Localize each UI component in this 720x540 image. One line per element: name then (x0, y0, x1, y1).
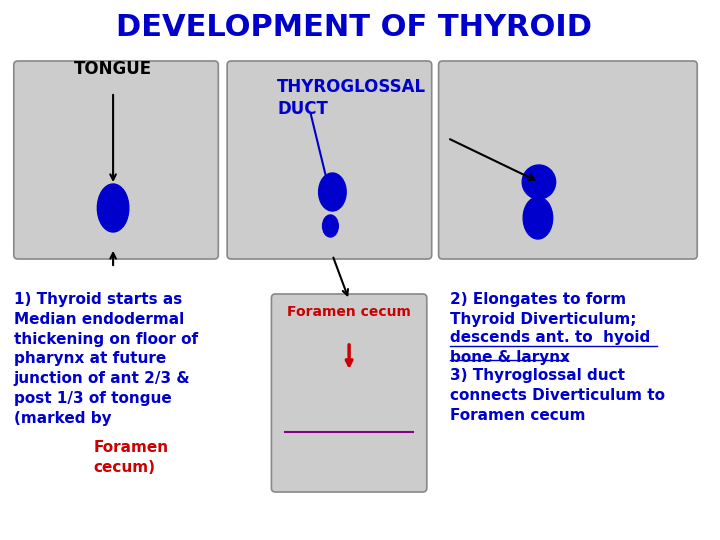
Text: 2) Elongates to form
Thyroid Diverticulum;: 2) Elongates to form Thyroid Diverticulu… (451, 292, 637, 327)
Text: descends ant. to  hyoid
bone & larynx: descends ant. to hyoid bone & larynx (451, 330, 651, 365)
Ellipse shape (522, 165, 556, 199)
Text: DEVELOPMENT OF THYROID: DEVELOPMENT OF THYROID (116, 14, 592, 43)
FancyBboxPatch shape (14, 61, 218, 259)
Ellipse shape (323, 215, 338, 237)
Ellipse shape (523, 197, 553, 239)
Ellipse shape (97, 184, 129, 232)
Ellipse shape (319, 173, 346, 211)
Text: 3) Thyroglossal duct
connects Diverticulum to
Foramen cecum: 3) Thyroglossal duct connects Diverticul… (451, 368, 665, 423)
FancyBboxPatch shape (228, 61, 432, 259)
Text: THYROGLOSSAL
DUCT: THYROGLOSSAL DUCT (277, 78, 426, 118)
Text: Foramen
cecum): Foramen cecum) (94, 440, 168, 475)
FancyBboxPatch shape (438, 61, 697, 259)
Text: TONGUE: TONGUE (74, 60, 152, 78)
Text: Foramen cecum: Foramen cecum (287, 305, 411, 319)
Text: 1) Thyroid starts as
Median endodermal
thickening on floor of
pharynx at future
: 1) Thyroid starts as Median endodermal t… (14, 292, 198, 426)
FancyBboxPatch shape (271, 294, 427, 492)
